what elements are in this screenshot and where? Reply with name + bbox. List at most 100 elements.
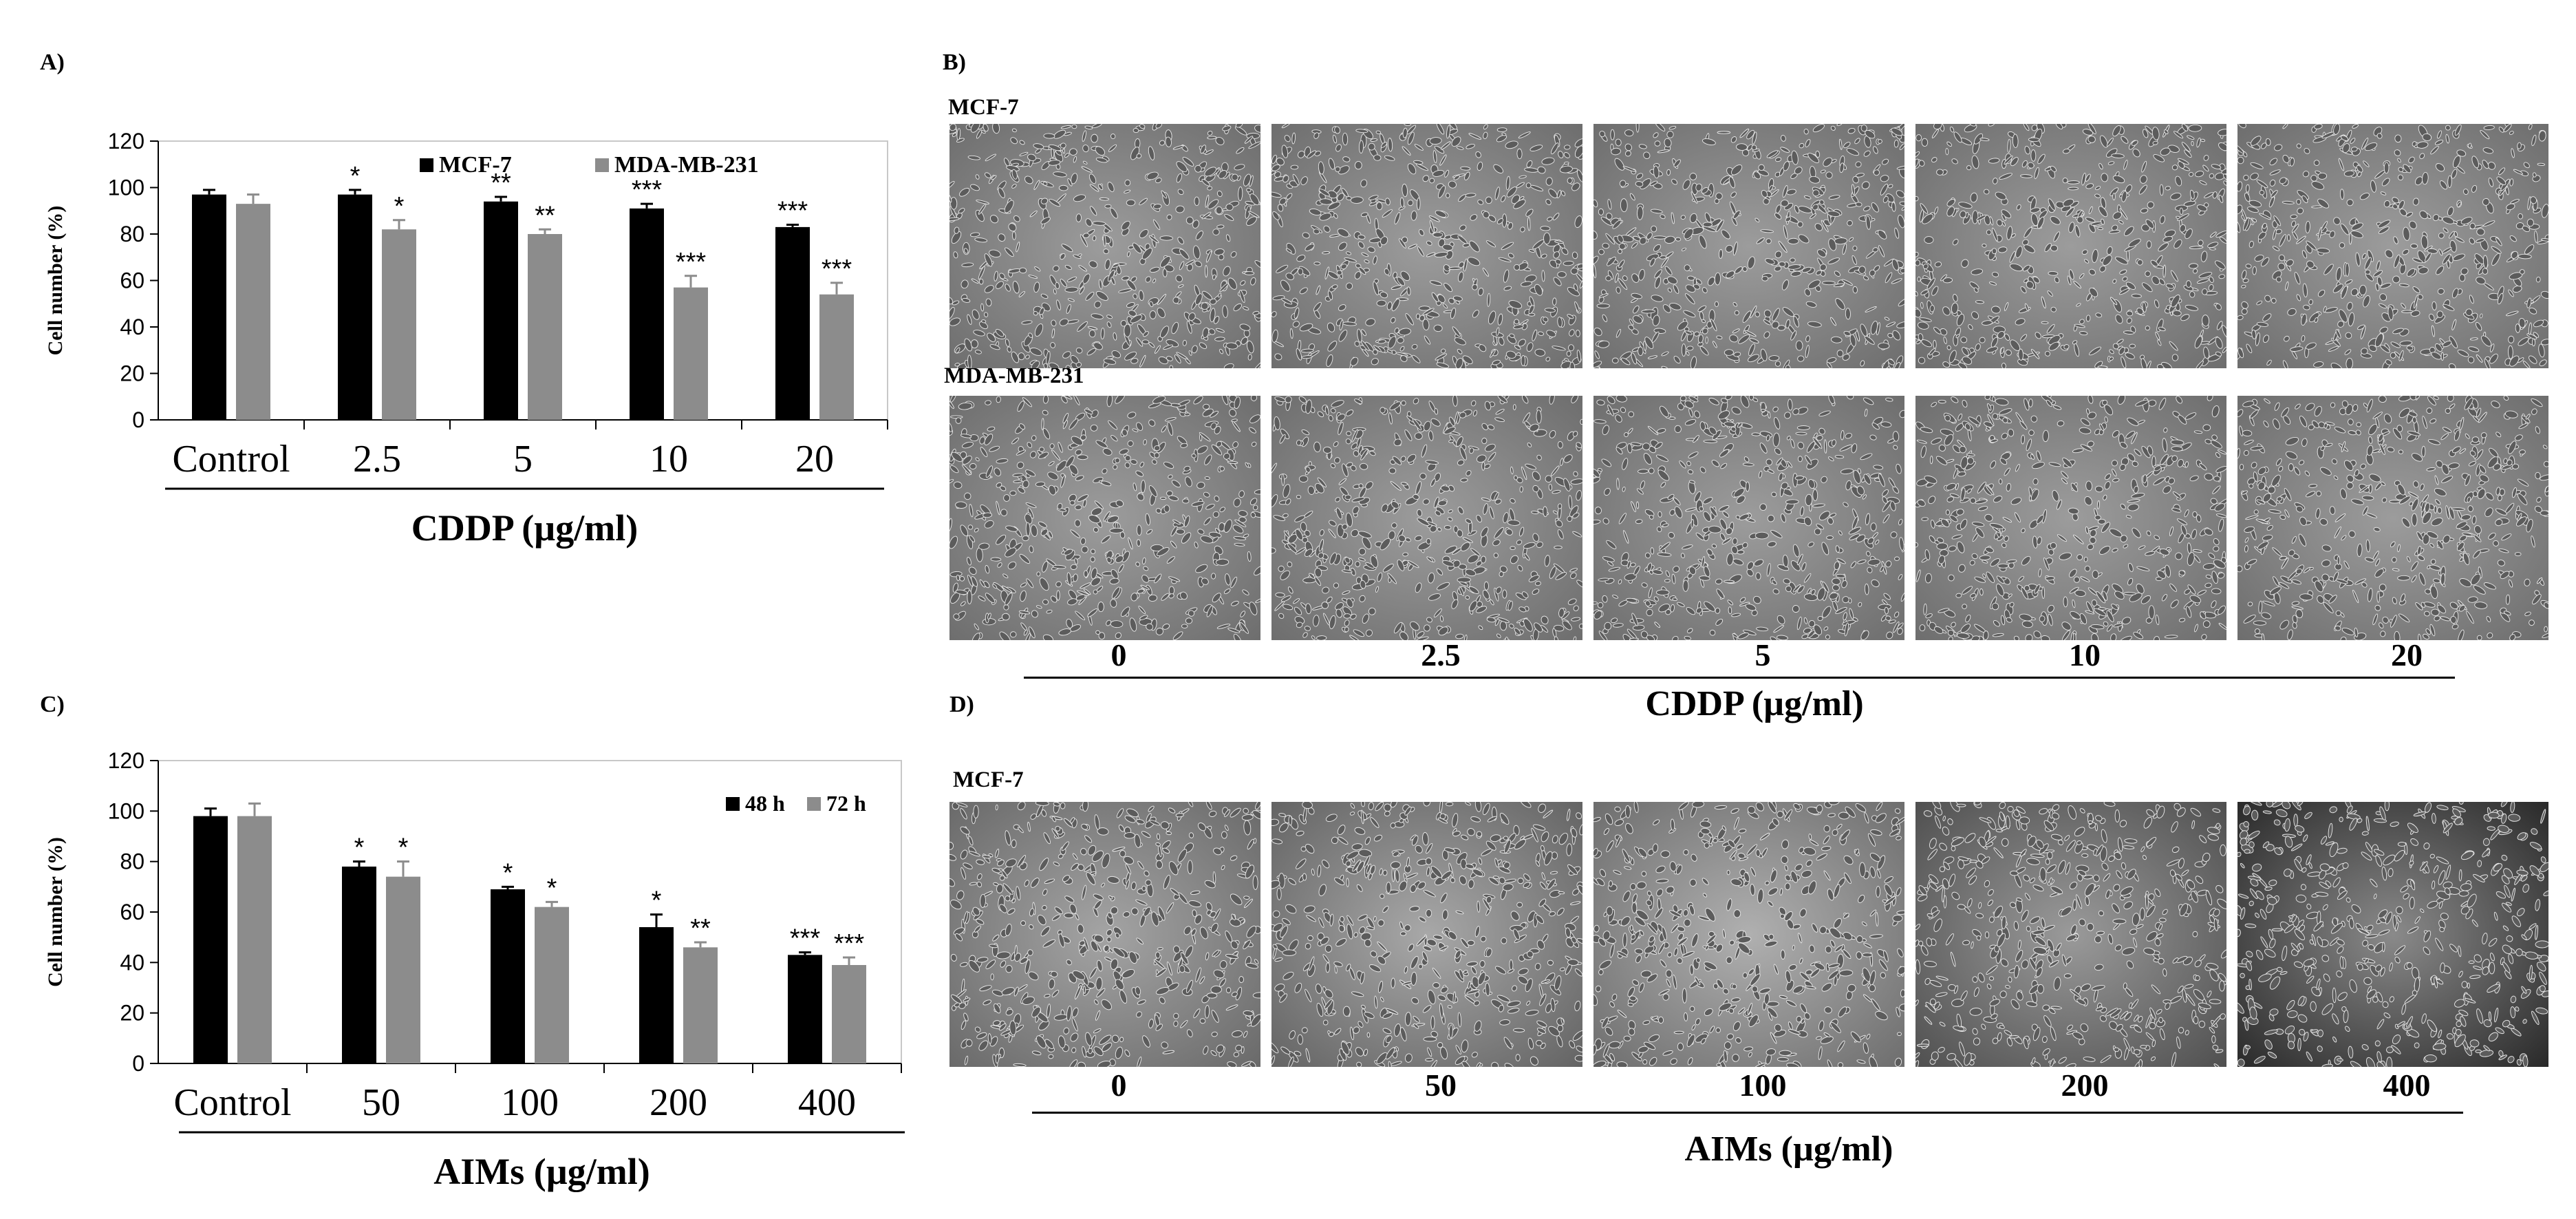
significance-label: *** — [790, 924, 821, 953]
micrograph — [949, 396, 1260, 640]
y-tick-label: 20 — [120, 1001, 144, 1026]
micrograph — [1593, 396, 1904, 640]
y-tick-label: 120 — [108, 129, 144, 153]
concentration-label: 0 — [1110, 637, 1127, 672]
bar-72-h — [832, 965, 866, 1063]
y-tick-label: 100 — [108, 798, 144, 823]
bar-72-h — [535, 907, 569, 1063]
y-tick-label: 40 — [120, 950, 144, 975]
micrograph — [1271, 802, 1582, 1067]
micrograph — [2237, 396, 2548, 640]
concentration-label: 2.5 — [1421, 637, 1461, 672]
significance-label: ** — [690, 914, 711, 943]
concentration-label: 100 — [1739, 1068, 1787, 1103]
y-tick-label: 0 — [132, 407, 144, 432]
chart-c-aims: 0 20 40 60 80 100 120 Cell number (%) Control 50 *… — [44, 748, 905, 1192]
y-axis-label: Cell number (%) — [44, 206, 67, 356]
bar-48-h — [788, 955, 822, 1063]
x-tick-label: 50 — [362, 1081, 400, 1124]
x-tick-label: 10 — [650, 438, 688, 480]
panel-label-d: D) — [949, 692, 974, 717]
x-tick-label: 20 — [795, 438, 834, 480]
panel-label-c: C) — [40, 692, 65, 717]
y-tick-label: 60 — [120, 900, 144, 924]
micrograph — [1915, 396, 2226, 640]
x-tick-label: 5 — [513, 438, 533, 480]
significance-label: *** — [632, 176, 663, 204]
bar-mcf-7 — [775, 226, 810, 420]
y-tick-label: 80 — [120, 222, 144, 246]
legend-swatch — [595, 158, 609, 172]
bar-72-h — [683, 947, 718, 1063]
x-tick-label: Control — [173, 1081, 291, 1124]
bar-48-h — [639, 927, 674, 1063]
significance-label: * — [503, 858, 513, 887]
legend-label: 72 h — [826, 791, 866, 816]
axis-title-d: AIMs (µg/ml) — [1684, 1130, 1893, 1169]
significance-label: * — [398, 834, 409, 862]
axis-title-b: CDDP (µg/ml) — [1645, 684, 1864, 723]
bar-48-h — [342, 867, 376, 1063]
legend-swatch — [420, 158, 433, 172]
significance-label: * — [350, 162, 361, 191]
concentration-label: 200 — [2061, 1068, 2109, 1103]
bar-mda-mb-231 — [382, 229, 416, 420]
concentration-label: 0 — [1110, 1068, 1127, 1103]
significance-label: ** — [535, 201, 555, 230]
y-tick-label: 80 — [120, 849, 144, 874]
panel-label-b: B) — [943, 50, 966, 75]
y-tick-label: 60 — [120, 268, 144, 293]
category-axis-title: CDDP (µg/ml) — [411, 507, 638, 549]
x-tick-label: 100 — [501, 1081, 559, 1124]
panel-label-a: A) — [40, 50, 65, 75]
row-label-mcf7: MCF-7 — [948, 95, 1019, 120]
legend-swatch — [726, 797, 740, 811]
row-label-d-mcf7: MCF-7 — [953, 767, 1024, 792]
bar-mcf-7 — [338, 194, 372, 420]
chart-a-cddp: 0 20 40 60 80 100 120 Cell number (%) Control 2.5… — [44, 129, 888, 549]
significance-label: *** — [777, 197, 808, 226]
micrograph — [1915, 802, 2226, 1067]
y-tick-label: 40 — [120, 315, 144, 339]
legend-label: MDA-MB-231 — [614, 152, 759, 178]
y-tick-label: 100 — [108, 176, 144, 200]
micrograph — [949, 124, 1260, 368]
significance-label: ** — [491, 169, 511, 198]
bar-mcf-7 — [484, 201, 518, 420]
concentration-label: 5 — [1754, 637, 1771, 672]
significance-label: *** — [676, 248, 707, 277]
category-axis-title: AIMs (µg/ml) — [433, 1151, 650, 1192]
y-tick-label: 20 — [120, 361, 144, 386]
x-tick-label: Control — [172, 438, 290, 480]
axis-rule-b — [1024, 677, 2455, 679]
legend-swatch — [807, 797, 821, 811]
legend-label: 48 h — [745, 791, 785, 816]
significance-label: * — [547, 873, 557, 902]
significance-label: * — [394, 192, 405, 221]
bar-72-h — [386, 876, 420, 1063]
concentration-label: 20 — [2391, 637, 2423, 672]
micrograph — [1593, 124, 1904, 368]
bar-48-h — [491, 889, 525, 1063]
y-axis-label: Cell number (%) — [44, 837, 67, 987]
bar-48-h — [193, 816, 228, 1063]
bar-mda-mb-231 — [236, 204, 270, 420]
axis-rule-d — [1032, 1112, 2463, 1114]
concentration-label: 10 — [2069, 637, 2101, 672]
micrograph — [1271, 124, 1582, 368]
bar-mda-mb-231 — [819, 294, 854, 420]
micrograph — [1915, 124, 2226, 368]
legend-label: MCF-7 — [439, 152, 512, 178]
micrograph — [949, 802, 1260, 1067]
concentration-label: 50 — [1425, 1068, 1457, 1103]
bar-mcf-7 — [192, 194, 226, 420]
micrograph — [1593, 802, 1904, 1067]
x-tick-label: 200 — [650, 1081, 707, 1124]
significance-label: * — [652, 887, 662, 915]
x-tick-label: 2.5 — [353, 438, 401, 480]
micrograph — [2237, 802, 2548, 1067]
significance-label: * — [354, 834, 365, 862]
significance-label: *** — [822, 255, 852, 284]
concentration-label: 400 — [2383, 1068, 2431, 1103]
x-tick-label: 400 — [798, 1081, 856, 1124]
